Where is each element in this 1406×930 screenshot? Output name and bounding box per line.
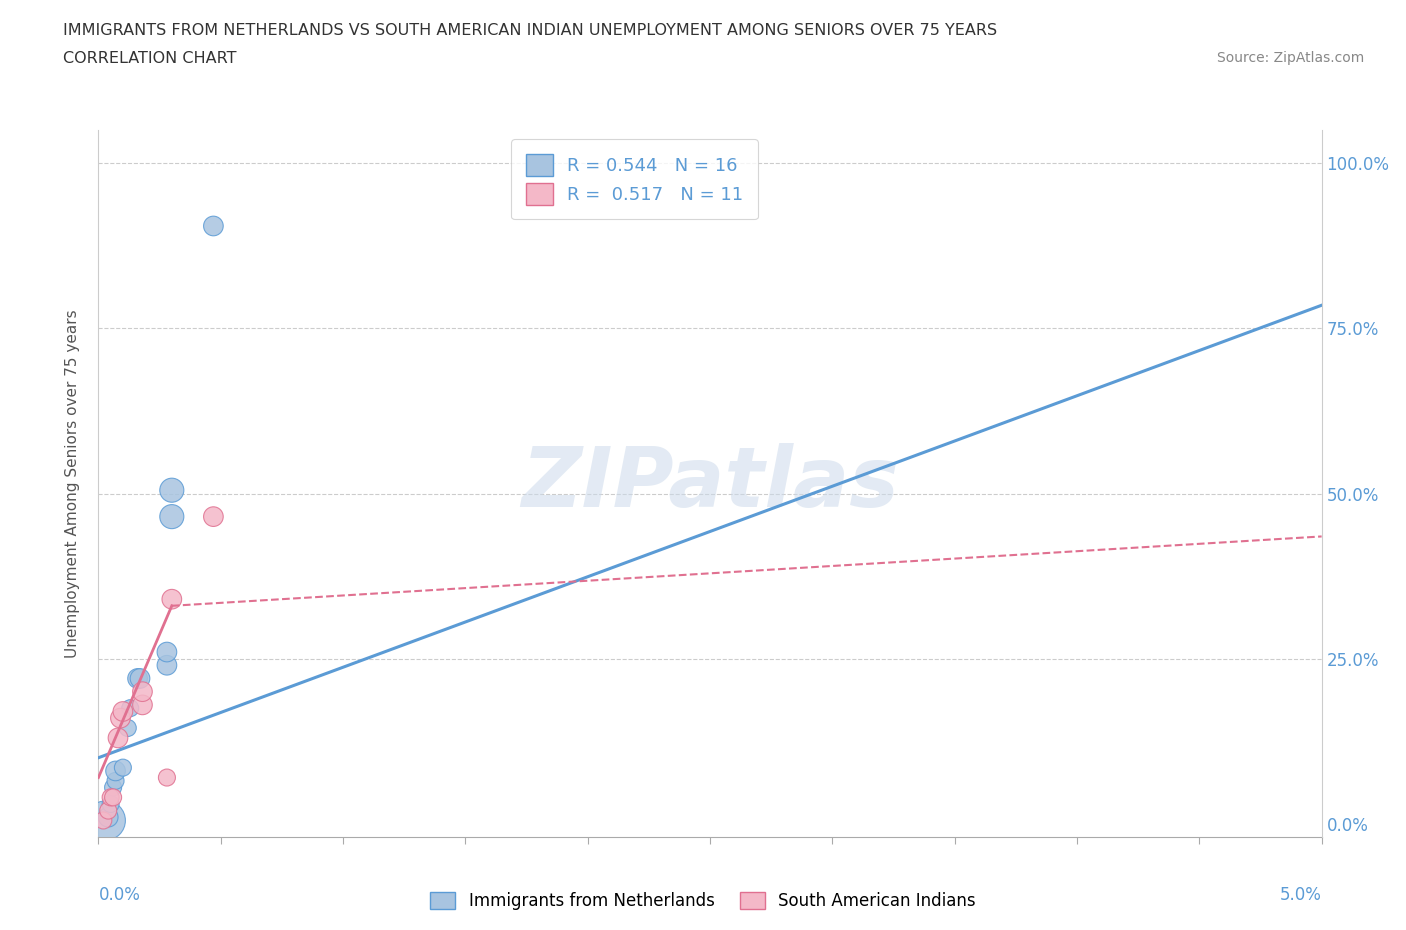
Point xyxy=(156,644,179,659)
Point xyxy=(160,591,183,606)
Point xyxy=(104,774,127,789)
Text: IMMIGRANTS FROM NETHERLANDS VS SOUTH AMERICAN INDIAN UNEMPLOYMENT AMONG SENIORS : IMMIGRANTS FROM NETHERLANDS VS SOUTH AME… xyxy=(63,23,997,38)
Point xyxy=(104,764,127,778)
Point xyxy=(160,483,183,498)
Point xyxy=(156,658,179,672)
Point xyxy=(160,510,183,525)
Point xyxy=(111,704,134,719)
Point xyxy=(100,790,122,804)
Point xyxy=(94,813,117,828)
Text: 5.0%: 5.0% xyxy=(1279,886,1322,905)
Y-axis label: Unemployment Among Seniors over 75 years: Unemployment Among Seniors over 75 years xyxy=(65,310,80,658)
Point xyxy=(101,780,124,795)
Text: CORRELATION CHART: CORRELATION CHART xyxy=(63,51,236,66)
Point xyxy=(101,790,124,804)
Text: ZIPatlas: ZIPatlas xyxy=(522,443,898,525)
Point xyxy=(107,730,129,745)
Point xyxy=(131,684,153,699)
Legend: R = 0.544   N = 16, R =  0.517   N = 11: R = 0.544 N = 16, R = 0.517 N = 11 xyxy=(512,140,758,219)
Point xyxy=(97,810,120,825)
Point xyxy=(127,671,149,686)
Text: Source: ZipAtlas.com: Source: ZipAtlas.com xyxy=(1216,51,1364,65)
Point xyxy=(91,813,114,828)
Point xyxy=(129,671,152,686)
Point xyxy=(100,796,122,811)
Point xyxy=(97,804,120,818)
Point xyxy=(202,510,225,525)
Text: 0.0%: 0.0% xyxy=(98,886,141,905)
Point xyxy=(120,700,142,715)
Point xyxy=(111,760,134,775)
Point xyxy=(156,770,179,785)
Point xyxy=(110,711,132,725)
Point xyxy=(131,698,153,712)
Point xyxy=(202,219,225,233)
Legend: Immigrants from Netherlands, South American Indians: Immigrants from Netherlands, South Ameri… xyxy=(423,885,983,917)
Point xyxy=(117,721,139,736)
